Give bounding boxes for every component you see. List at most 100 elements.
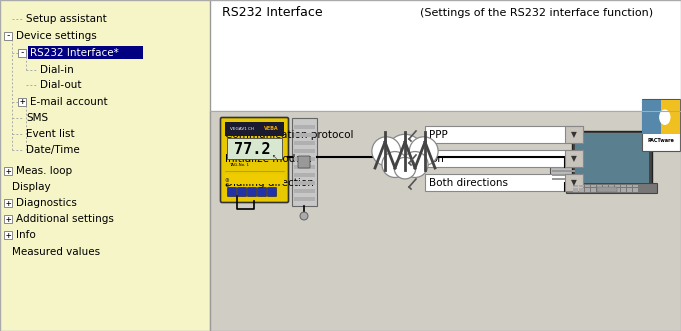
Bar bbox=[4, 231, 12, 239]
Bar bbox=[294, 165, 315, 169]
Bar bbox=[294, 157, 315, 161]
Text: RS232 Interface: RS232 Interface bbox=[222, 7, 323, 20]
Bar bbox=[579, 185, 584, 187]
FancyBboxPatch shape bbox=[567, 183, 657, 194]
FancyBboxPatch shape bbox=[257, 187, 266, 197]
Bar bbox=[579, 190, 584, 192]
FancyBboxPatch shape bbox=[298, 156, 310, 168]
Text: PPP: PPP bbox=[429, 130, 447, 140]
Text: +: + bbox=[5, 230, 11, 240]
FancyBboxPatch shape bbox=[268, 187, 276, 197]
Text: VEBA: VEBA bbox=[264, 126, 279, 131]
Bar bbox=[0, 0, 210, 331]
Bar bbox=[609, 188, 614, 190]
Bar bbox=[627, 185, 631, 187]
Text: VEGAV1 CH: VEGAV1 CH bbox=[230, 127, 254, 131]
Text: Diagnostics: Diagnostics bbox=[16, 198, 77, 208]
Text: ▼: ▼ bbox=[571, 130, 577, 139]
Text: +: + bbox=[5, 166, 11, 175]
Text: Display: Display bbox=[12, 182, 50, 192]
Bar bbox=[621, 185, 626, 187]
FancyBboxPatch shape bbox=[221, 118, 289, 203]
Bar bbox=[4, 199, 12, 207]
Bar bbox=[585, 185, 590, 187]
Bar bbox=[633, 188, 637, 190]
Bar bbox=[18, 98, 26, 106]
Bar bbox=[575, 133, 649, 183]
Text: PACTware: PACTware bbox=[648, 138, 674, 144]
Bar bbox=[294, 149, 315, 153]
Bar bbox=[621, 190, 626, 192]
Bar bbox=[225, 122, 284, 136]
Bar bbox=[597, 190, 601, 192]
Bar bbox=[603, 185, 607, 187]
Bar bbox=[225, 174, 284, 184]
Bar bbox=[603, 190, 607, 192]
Circle shape bbox=[300, 212, 308, 220]
Bar bbox=[4, 32, 12, 40]
Bar bbox=[585, 190, 590, 192]
Text: Dial-out: Dial-out bbox=[40, 80, 82, 90]
Text: On: On bbox=[429, 154, 444, 164]
Bar bbox=[573, 190, 577, 192]
Bar bbox=[627, 190, 631, 192]
Bar bbox=[597, 188, 601, 190]
Text: Additional settings: Additional settings bbox=[16, 214, 114, 224]
FancyBboxPatch shape bbox=[227, 187, 236, 197]
Bar bbox=[579, 188, 584, 190]
Text: SMS: SMS bbox=[26, 113, 48, 123]
Text: E-mail account: E-mail account bbox=[30, 97, 108, 107]
Text: (Settings of the RS232 interface function): (Settings of the RS232 interface functio… bbox=[420, 8, 653, 18]
Bar bbox=[633, 190, 637, 192]
Bar bbox=[633, 185, 637, 187]
Bar bbox=[627, 188, 631, 190]
Text: -: - bbox=[5, 31, 11, 40]
Text: Date/Time: Date/Time bbox=[26, 145, 80, 155]
Bar bbox=[18, 49, 26, 57]
Bar bbox=[294, 133, 315, 137]
Bar bbox=[573, 185, 577, 187]
Bar bbox=[425, 150, 583, 167]
Text: RS232 Interface*: RS232 Interface* bbox=[30, 48, 118, 58]
FancyBboxPatch shape bbox=[238, 187, 247, 197]
Text: Dialling direction: Dialling direction bbox=[225, 178, 314, 188]
Text: 77.2: 77.2 bbox=[234, 143, 270, 158]
Bar bbox=[597, 187, 617, 192]
Bar bbox=[597, 185, 601, 187]
Bar bbox=[294, 141, 315, 145]
Bar bbox=[585, 188, 590, 190]
Bar bbox=[552, 170, 578, 172]
Bar bbox=[609, 185, 614, 187]
Bar bbox=[550, 167, 580, 183]
Bar bbox=[425, 126, 583, 143]
Bar bbox=[210, 111, 681, 331]
Bar bbox=[4, 215, 12, 223]
Bar bbox=[565, 174, 583, 191]
Bar bbox=[294, 173, 315, 177]
Text: -: - bbox=[19, 49, 25, 58]
Text: Measured values: Measured values bbox=[12, 247, 100, 257]
Text: Communication protocol: Communication protocol bbox=[225, 130, 353, 140]
Bar bbox=[615, 185, 620, 187]
Text: +: + bbox=[5, 214, 11, 223]
Bar bbox=[4, 167, 12, 175]
FancyBboxPatch shape bbox=[247, 187, 257, 197]
Text: ▼: ▼ bbox=[571, 155, 577, 164]
Bar bbox=[552, 174, 578, 176]
Text: ⊕
⊕: ⊕ ⊕ bbox=[225, 178, 229, 188]
Bar bbox=[227, 138, 282, 159]
Bar bbox=[572, 131, 652, 186]
Bar bbox=[294, 197, 315, 201]
Text: +: + bbox=[5, 199, 11, 208]
Bar bbox=[210, 0, 681, 111]
Bar bbox=[425, 174, 583, 191]
Text: Initialize modem: Initialize modem bbox=[225, 154, 312, 164]
Bar bbox=[591, 190, 595, 192]
Bar bbox=[642, 99, 680, 151]
Text: ▼: ▼ bbox=[571, 178, 577, 187]
Bar bbox=[573, 188, 577, 190]
Text: Both directions: Both directions bbox=[429, 178, 508, 188]
Bar bbox=[661, 100, 680, 134]
Bar bbox=[294, 181, 315, 185]
Bar bbox=[642, 100, 661, 134]
